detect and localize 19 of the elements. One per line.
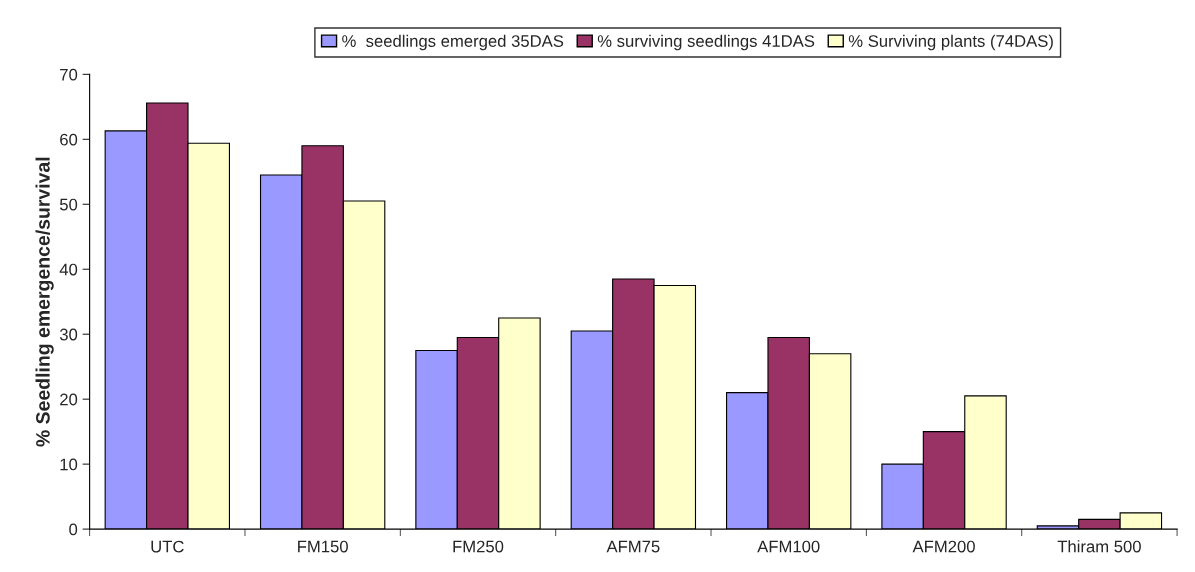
- legend-label: % Surviving plants (74DAS): [848, 34, 1053, 51]
- y-tick-label: 60: [60, 133, 78, 146]
- x-tick-label: AFM200: [912, 540, 975, 553]
- y-tick-label: 20: [60, 393, 78, 406]
- y-tick-label: 50: [59, 198, 78, 211]
- x-tick-label: AFM75: [606, 540, 660, 553]
- x-tick-label: FM150: [298, 540, 348, 553]
- x-tick-label: FM250: [453, 540, 504, 553]
- legend-label: % seedlings emerged 35DAS: [342, 34, 564, 51]
- legend-label: % surviving seedlings 41DAS: [597, 34, 815, 51]
- y-tick-label: 30: [59, 328, 78, 341]
- y-tick-label: 70: [60, 68, 78, 81]
- y-tick-label: 0: [69, 523, 78, 536]
- x-tick-label: Thiram 500: [1057, 540, 1141, 553]
- y-tick-label: 10: [60, 458, 78, 471]
- x-tick-label: UTC: [151, 540, 184, 553]
- y-tick-label: 40: [59, 263, 78, 276]
- y-axis-title: % Seedling emergence/survival: [35, 157, 54, 447]
- x-tick-label: AFM100: [757, 540, 820, 553]
